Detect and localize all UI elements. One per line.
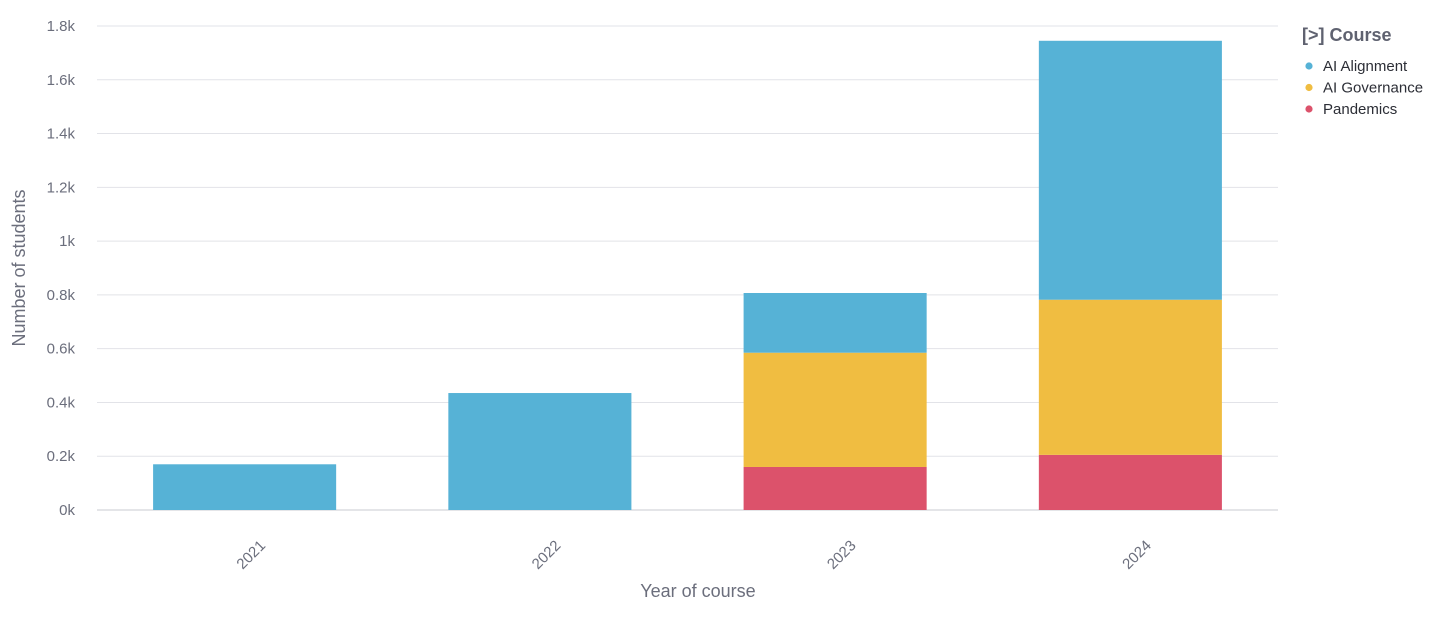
- legend-item-pandemics[interactable]: Pandemics: [1305, 101, 1397, 118]
- y-tick-label: 0.2k: [47, 448, 76, 465]
- y-tick-label: 0.8k: [47, 287, 76, 304]
- bar-segment-ai-governance[interactable]: [1038, 299, 1222, 455]
- bars: [153, 40, 1222, 510]
- bar-segment-ai-alignment[interactable]: [1038, 40, 1222, 300]
- legend-item-ai-governance[interactable]: AI Governance: [1305, 80, 1423, 97]
- legend-swatch: [1305, 62, 1313, 70]
- legend-item-ai-alignment[interactable]: AI Alignment: [1305, 58, 1408, 75]
- legend[interactable]: [>] Course AI Alignment AI Governance Pand…: [1302, 25, 1423, 118]
- y-tick-label: 1.8k: [47, 18, 76, 35]
- y-tick-label: 0.4k: [47, 394, 76, 411]
- legend-title: [>] Course: [1302, 25, 1392, 45]
- y-tick-label: 1.6k: [47, 72, 76, 89]
- y-tick-label: 1k: [59, 233, 75, 250]
- legend-label: AI Governance: [1323, 80, 1423, 97]
- x-tick-label: 2021: [233, 537, 269, 573]
- x-axis-title: Year of course: [640, 581, 755, 601]
- x-tick-labels: 2021 2022 2023 2024: [233, 537, 1154, 573]
- bar-segment-ai-alignment[interactable]: [743, 293, 927, 353]
- y-tick-label: 1.4k: [47, 126, 76, 143]
- y-tick-label: 0k: [59, 502, 75, 519]
- y-axis-title: Number of students: [9, 189, 29, 346]
- bar-segment-ai-governance[interactable]: [743, 352, 927, 467]
- x-tick-label: 2023: [824, 537, 860, 573]
- bar-segment-ai-alignment[interactable]: [153, 464, 337, 510]
- gridlines: [97, 25, 1278, 511]
- legend-swatch: [1305, 105, 1313, 113]
- legend-label: AI Alignment: [1323, 58, 1408, 75]
- y-tick-label: 1.2k: [47, 179, 76, 196]
- x-tick-label: 2024: [1119, 537, 1155, 573]
- legend-items[interactable]: AI Alignment AI Governance Pandemics: [1305, 58, 1423, 118]
- x-tick-label: 2022: [529, 537, 565, 573]
- y-tick-labels: 0k 0.2k 0.4k 0.6k 0.8k 1k 1.2k 1.4k 1.6k 1.8k: [47, 18, 76, 519]
- legend-label: Pandemics: [1323, 101, 1397, 118]
- y-tick-label: 0.6k: [47, 341, 76, 358]
- bar-segment-pandemics[interactable]: [743, 466, 927, 510]
- legend-swatch: [1305, 83, 1313, 92]
- bar-segment-ai-alignment[interactable]: [448, 393, 632, 510]
- bar-segment-pandemics[interactable]: [1038, 454, 1222, 510]
